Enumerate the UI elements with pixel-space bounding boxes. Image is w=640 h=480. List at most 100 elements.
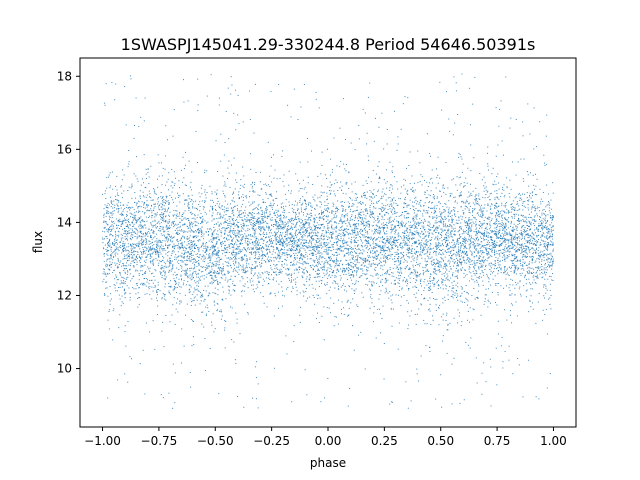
data-point	[207, 247, 209, 249]
data-point	[496, 259, 498, 261]
data-point	[381, 196, 383, 198]
data-point	[526, 222, 528, 224]
data-point	[408, 275, 410, 277]
data-point	[256, 265, 258, 267]
data-point	[148, 210, 150, 212]
data-point	[384, 278, 386, 280]
data-point	[545, 222, 547, 224]
data-point	[513, 229, 515, 231]
data-point	[161, 175, 163, 177]
data-point	[184, 236, 186, 238]
data-point	[287, 225, 289, 227]
data-point	[494, 197, 496, 199]
data-point	[469, 261, 471, 263]
data-point	[361, 268, 363, 270]
data-point	[508, 345, 510, 347]
data-point	[108, 174, 110, 176]
data-point	[376, 225, 378, 227]
data-point	[418, 263, 420, 265]
data-point	[412, 224, 414, 226]
data-point	[409, 251, 411, 253]
data-point	[369, 244, 371, 246]
data-point	[451, 217, 453, 219]
data-point	[421, 249, 423, 251]
data-point	[350, 262, 352, 264]
data-point	[320, 195, 322, 197]
data-point	[529, 133, 531, 135]
data-point	[402, 225, 404, 227]
data-point	[167, 209, 169, 211]
data-point	[420, 247, 422, 249]
data-point	[519, 240, 520, 242]
data-point	[265, 248, 267, 250]
data-point	[446, 245, 448, 247]
data-point	[233, 223, 235, 225]
data-point	[242, 212, 244, 214]
data-point	[476, 230, 478, 232]
data-point	[293, 220, 294, 222]
data-point	[371, 284, 373, 286]
data-point	[465, 177, 467, 179]
data-point	[192, 268, 194, 270]
data-point	[268, 243, 270, 245]
data-point	[384, 282, 386, 284]
data-point	[233, 233, 235, 235]
data-point	[438, 262, 440, 264]
data-point	[444, 296, 446, 298]
data-point	[395, 245, 397, 247]
data-point	[421, 231, 423, 233]
data-point	[347, 263, 349, 265]
data-point	[498, 282, 500, 284]
data-point	[200, 228, 202, 230]
data-point	[137, 292, 139, 294]
data-point	[551, 268, 553, 270]
data-point	[188, 207, 190, 209]
data-point	[344, 139, 346, 141]
data-point	[155, 258, 157, 260]
data-point	[452, 287, 454, 289]
data-point	[172, 407, 174, 409]
data-point	[474, 196, 476, 198]
data-point	[165, 197, 167, 199]
data-point	[132, 260, 134, 262]
data-point	[253, 201, 255, 203]
data-point	[258, 217, 260, 219]
data-point	[463, 186, 464, 188]
data-point	[532, 240, 534, 242]
data-point	[441, 273, 443, 275]
data-point	[253, 236, 255, 238]
data-point	[223, 214, 225, 216]
data-point	[524, 206, 526, 208]
data-point	[401, 287, 403, 289]
data-point	[460, 236, 462, 238]
data-point	[253, 213, 255, 215]
data-point	[438, 263, 440, 265]
data-point	[176, 232, 178, 234]
data-point	[460, 269, 462, 271]
data-point	[114, 284, 116, 286]
data-point	[232, 239, 234, 241]
data-point	[545, 274, 547, 276]
data-point	[169, 280, 171, 282]
data-point	[405, 381, 407, 383]
data-point	[482, 237, 484, 239]
data-point	[258, 248, 260, 250]
data-point	[242, 224, 244, 226]
data-point	[351, 214, 353, 216]
data-point	[240, 264, 241, 266]
data-point	[214, 287, 216, 289]
data-point	[549, 233, 551, 235]
data-point	[549, 244, 551, 246]
data-point	[403, 235, 405, 237]
data-point	[460, 261, 462, 263]
data-point	[380, 267, 382, 269]
data-point	[268, 277, 270, 279]
data-point	[299, 232, 301, 234]
data-point	[191, 345, 193, 347]
data-point	[552, 260, 554, 262]
data-point	[430, 324, 432, 326]
data-point	[334, 183, 336, 185]
data-point	[324, 397, 325, 399]
data-point	[368, 226, 370, 228]
data-point	[218, 393, 220, 395]
